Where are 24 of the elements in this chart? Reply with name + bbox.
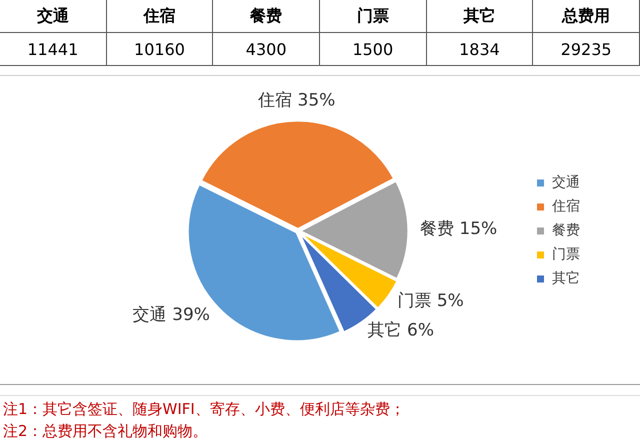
text: 注2：总费用不含礼物和购物。 [3, 422, 208, 440]
legend-label: 餐费 [552, 222, 580, 239]
legend-label: 住宿 [551, 198, 580, 215]
legend-label: 门票 [552, 246, 580, 263]
category-label: 其它 [463, 6, 496, 24]
legend-label: 交通 [552, 174, 580, 191]
data-label: 29235 [560, 40, 612, 58]
category-label: 餐费 [250, 6, 282, 24]
data-label: 10160 [134, 40, 185, 58]
data-label: 住宿 35% [257, 90, 336, 110]
data-label: 11441 [27, 40, 78, 58]
data-label: 其它 6% [368, 320, 434, 341]
legend-label: 其它 [552, 270, 580, 287]
category-label: 总费用 [562, 6, 610, 24]
category-label: 门票 [356, 6, 389, 24]
category-label: 交通 [36, 6, 69, 24]
data-label: 餐费 15% [420, 219, 498, 240]
data-label: 1834 [459, 40, 500, 58]
data-label: 交通 39% [132, 304, 210, 325]
category-label: 住宿 [143, 6, 176, 24]
text: 注1：其它含签证、随身WIFI、寄存、小费、便利店等杂费； [3, 400, 405, 418]
data-label: 1500 [352, 40, 394, 58]
data-label: 门票 5% [397, 291, 464, 312]
data-label: 4300 [246, 40, 286, 58]
